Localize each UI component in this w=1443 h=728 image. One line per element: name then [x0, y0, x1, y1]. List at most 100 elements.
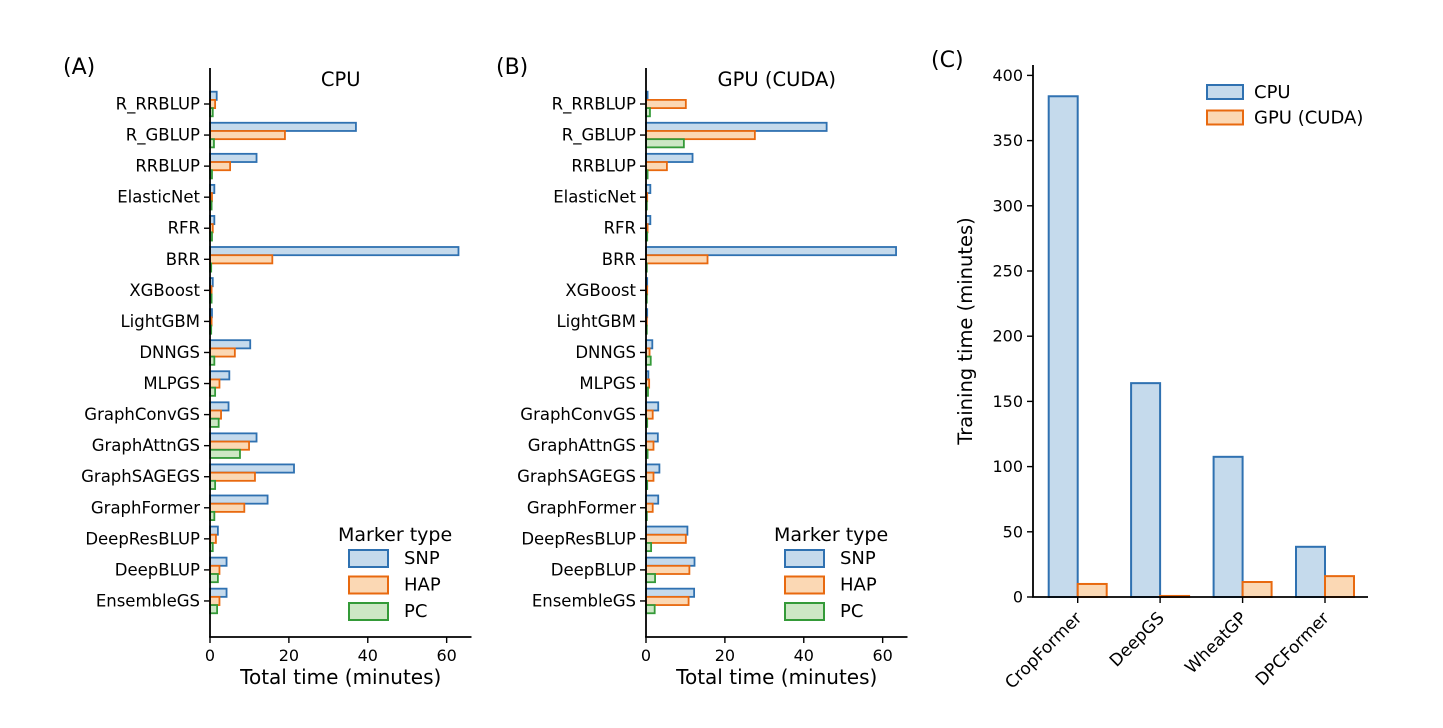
- x-tick-label: 60: [436, 646, 456, 665]
- x-tick-label: 20: [715, 646, 735, 665]
- legend-label-CPU: CPU: [1254, 82, 1291, 103]
- y-tick-label: DeepBLUP: [551, 560, 636, 579]
- bar-A-GraphAttnGS-HAP: [209, 440, 250, 451]
- bar-A-GraphAttnGS-SNP: [209, 432, 258, 443]
- bar-B-DeepBLUP-PC: [645, 573, 656, 584]
- bar-A-EnsembleGS-PC: [209, 604, 218, 615]
- bar-C-WheatGP-CPU: [1212, 455, 1244, 598]
- x-tick-label: 40: [358, 646, 378, 665]
- y-tick-label: GraphFormer: [527, 498, 636, 517]
- bar-A-GraphConvGS-SNP: [209, 401, 230, 412]
- y-tick-label: RFR: [604, 219, 636, 238]
- y-tick-label: GraphAttnGS: [528, 436, 636, 455]
- bar-B-DeepBLUP-SNP: [645, 556, 696, 567]
- bar-C-DPCFormer-GPU (CUDA): [1324, 575, 1355, 598]
- panel-b-letter: (B): [496, 55, 529, 80]
- bar-A-EnsembleGS-HAP: [209, 595, 221, 606]
- y-tick-label: R_GBLUP: [126, 126, 200, 146]
- bar-A-BRR-HAP: [209, 254, 274, 265]
- legend-swatch-PC: [784, 602, 825, 621]
- bar-A-RRBLUP-HAP: [209, 161, 232, 172]
- panel-c-letter: (C): [931, 48, 964, 73]
- panel-title: GPU (CUDA): [718, 68, 836, 91]
- bar-B-DeepResBLUP-SNP: [645, 525, 689, 536]
- bar-C-DeepGS-CPU: [1130, 382, 1162, 599]
- y-axis-label: Training time (minutes): [954, 217, 977, 446]
- y-tick-label: 350: [992, 131, 1023, 150]
- bar-B-DeepBLUP-HAP: [645, 564, 691, 575]
- y-tick-label: DeepResBLUP: [85, 529, 200, 548]
- bar-A-GraphConvGS-HAP: [209, 409, 222, 420]
- bar-B-GraphAttnGS-SNP: [645, 432, 659, 443]
- y-tick-label: EnsembleGS: [96, 591, 200, 610]
- bar-B-GraphFormer-HAP: [645, 502, 654, 513]
- bar-A-GraphAttnGS-PC: [209, 448, 241, 459]
- y-tick-label: 50: [1003, 522, 1023, 541]
- y-tick-label: GraphConvGS: [84, 405, 200, 424]
- panel-B: R_RRBLUP R_GBLUP RRBLUP ElasticNet RFR BRR XGB…: [517, 68, 908, 689]
- y-tick-label: DNNGS: [139, 343, 200, 362]
- panel-a-letter: (A): [63, 55, 96, 80]
- bar-B-RRBLUP-SNP: [645, 152, 694, 163]
- bar-A-DeepBLUP-HAP: [209, 564, 221, 575]
- bar-A-GraphSAGEGS-HAP: [209, 471, 256, 482]
- bar-A-R_GBLUP-SNP: [209, 121, 357, 132]
- bar-A-R_GBLUP-HAP: [209, 130, 286, 141]
- legend-title: Marker type: [774, 524, 888, 546]
- y-tick-label: 100: [992, 457, 1023, 476]
- bar-C-WheatGP-GPU (CUDA): [1241, 581, 1273, 599]
- bar-B-EnsembleGS-HAP: [645, 595, 690, 606]
- bar-A-MLPGS-HAP: [209, 378, 221, 389]
- bar-A-DeepBLUP-SNP: [209, 556, 228, 567]
- bar-A-DeepBLUP-PC: [209, 573, 219, 584]
- panel-C: CropFormer DeepGS WheatGP DPCFormer 0 50 100 15…: [954, 65, 1368, 693]
- y-tick-label: RFR: [168, 219, 200, 238]
- x-tick-label: WheatGP: [1181, 608, 1251, 678]
- legend-label-SNP: SNP: [404, 548, 440, 569]
- y-tick-label: GraphConvGS: [520, 405, 636, 424]
- y-tick-label: 400: [992, 66, 1023, 85]
- bar-B-GraphConvGS-HAP: [645, 409, 654, 420]
- bar-B-R_GBLUP-PC: [645, 138, 685, 149]
- y-tick-label: GraphSAGEGS: [517, 467, 636, 486]
- y-tick-label: RRBLUP: [135, 157, 200, 176]
- bar-B-BRR-SNP: [645, 246, 897, 257]
- bar-A-RRBLUP-SNP: [209, 152, 258, 163]
- bar-B-EnsembleGS-SNP: [645, 587, 696, 598]
- bar-A-DNNGS-SNP: [209, 339, 252, 350]
- legend-swatch-GPU (CUDA): [1206, 109, 1244, 126]
- bar-B-DNNGS-SNP: [645, 339, 654, 350]
- bar-B-GraphSAGEGS-SNP: [645, 463, 661, 474]
- bar-C-CropFormer-GPU (CUDA): [1076, 582, 1108, 599]
- x-tick-label: 60: [872, 646, 892, 665]
- y-tick-label: DeepBLUP: [115, 560, 200, 579]
- y-tick-label: BRR: [166, 250, 200, 269]
- bar-B-GraphFormer-SNP: [645, 494, 660, 505]
- x-tick-label: DeepGS: [1106, 608, 1169, 671]
- bar-C-DPCFormer-CPU: [1295, 545, 1326, 599]
- x-tick-label: DPCFormer: [1252, 608, 1334, 690]
- bar-A-DeepResBLUP-SNP: [209, 525, 219, 536]
- bar-A-MLPGS-SNP: [209, 370, 231, 381]
- bar-B-GraphAttnGS-HAP: [645, 440, 655, 451]
- y-tick-label: MLPGS: [143, 374, 200, 393]
- bar-A-R_RRBLUP-SNP: [209, 90, 218, 101]
- legend-swatch-CPU: [1206, 84, 1244, 100]
- x-tick-label: 0: [641, 646, 651, 665]
- y-tick-label: EnsembleGS: [532, 591, 636, 610]
- y-tick-label: R_RRBLUP: [116, 95, 200, 115]
- legend-swatch-HAP: [784, 575, 825, 595]
- bar-A-GraphFormer-HAP: [209, 502, 246, 513]
- y-tick-label: DNNGS: [575, 343, 636, 362]
- x-tick-label: 20: [279, 646, 299, 665]
- y-tick-label: R_RRBLUP: [552, 95, 636, 115]
- legend-swatch-SNP: [348, 549, 389, 568]
- y-tick-label: 300: [992, 196, 1023, 215]
- y-tick-label: GraphSAGEGS: [81, 467, 200, 486]
- y-tick-label: R_GBLUP: [562, 126, 636, 146]
- y-tick-label: 200: [992, 327, 1023, 346]
- panel-A: R_RRBLUP R_GBLUP RRBLUP ElasticNet RFR BRR XGB…: [81, 68, 472, 689]
- y-tick-label: LightGBM: [556, 312, 636, 331]
